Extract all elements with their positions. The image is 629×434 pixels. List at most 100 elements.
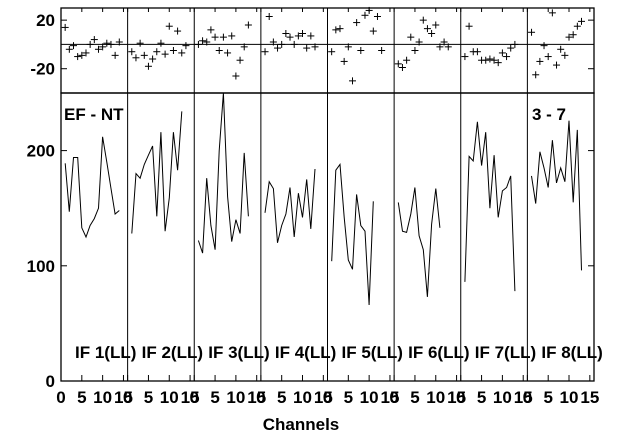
- x-tick-label: 0: [190, 388, 199, 407]
- phase-point: [473, 48, 481, 56]
- amplitude-line: [331, 163, 374, 306]
- phase-point: [144, 62, 152, 70]
- x-tick-label: 10: [93, 388, 112, 407]
- phase-point: [90, 36, 98, 44]
- phase-point: [178, 49, 186, 57]
- phase-point: [403, 56, 411, 64]
- phase-point: [111, 51, 119, 59]
- phase-point: [265, 13, 273, 20]
- phase-point: [69, 42, 77, 50]
- phase-point: [207, 26, 215, 34]
- phase-point: [78, 51, 86, 59]
- x-tick-label: 15: [247, 388, 266, 407]
- phase-point: [203, 38, 211, 46]
- if-label: IF 8(LL): [541, 343, 602, 362]
- x-tick-label: 10: [160, 388, 179, 407]
- phase-point: [419, 16, 427, 24]
- phase-point: [565, 33, 573, 41]
- phase-point: [486, 55, 494, 63]
- data-marks: [61, 6, 586, 306]
- phase-point: [65, 45, 73, 53]
- phase-point: [511, 40, 519, 48]
- phase-point: [336, 25, 344, 33]
- phase-point: [278, 40, 286, 48]
- amplitude-line: [131, 111, 183, 234]
- phase-point: [199, 37, 207, 45]
- phase-point: [369, 27, 377, 35]
- phase-point: [132, 54, 140, 62]
- if-label: IF 3(LL): [208, 343, 269, 362]
- phase-point: [553, 61, 561, 69]
- if-label: IF 4(LL): [275, 343, 336, 362]
- phase-point: [340, 57, 348, 65]
- phase-point: [540, 42, 548, 50]
- phase-point: [423, 25, 431, 33]
- amplitude-line: [197, 92, 249, 254]
- plot-frames: [60, 7, 595, 382]
- amp-y-tick-label: 100: [27, 257, 55, 276]
- phase-point: [136, 39, 144, 47]
- phase-point: [415, 38, 423, 46]
- phase-point: [573, 22, 581, 30]
- phase-point: [219, 33, 227, 41]
- x-tick-label: 10: [493, 388, 512, 407]
- phase-point: [357, 47, 365, 54]
- phase-point: [482, 56, 490, 64]
- amp-y-tick-label: 0: [46, 372, 55, 391]
- phase-point: [311, 43, 319, 51]
- x-tick-label: 0: [456, 388, 465, 407]
- x-tick-label: 15: [447, 388, 466, 407]
- phase-point: [332, 26, 340, 34]
- phase-point: [286, 33, 294, 41]
- x-tick-label: 0: [123, 388, 132, 407]
- phase-point: [544, 53, 552, 61]
- phase-point: [548, 9, 556, 17]
- phase-point: [74, 53, 82, 61]
- phase-point: [269, 38, 277, 46]
- phase-point: [436, 43, 444, 51]
- phase-point: [494, 59, 502, 67]
- x-tick-label: 5: [277, 388, 286, 407]
- phase-point: [128, 48, 136, 56]
- phase-point: [182, 42, 190, 50]
- phase-point: [165, 22, 173, 30]
- if-label: IF 2(LL): [142, 343, 203, 362]
- x-tick-label: 0: [323, 388, 332, 407]
- phase-point: [211, 33, 219, 41]
- x-tick-label: 5: [210, 388, 219, 407]
- phase-point: [157, 39, 165, 47]
- phase-point: [99, 43, 107, 51]
- phase-point: [411, 47, 419, 54]
- x-tick-label: 5: [344, 388, 353, 407]
- x-tick-label: 10: [360, 388, 379, 407]
- phase-point: [303, 44, 311, 52]
- phase-point: [61, 23, 69, 31]
- phase-y-tick-label: 20: [36, 11, 55, 30]
- phase-point: [174, 27, 182, 35]
- phase-point: [465, 22, 473, 30]
- phase-point: [398, 64, 406, 71]
- phase-point: [561, 51, 569, 59]
- x-tick-label: 5: [144, 388, 153, 407]
- phase-point: [432, 21, 440, 29]
- phase-point: [353, 19, 361, 27]
- phase-point: [299, 30, 307, 37]
- if-label: IF 5(LL): [342, 343, 403, 362]
- x-tick-label: 15: [514, 388, 533, 407]
- phase-point: [394, 60, 402, 68]
- phase-point: [361, 11, 369, 19]
- phase-point: [290, 40, 298, 48]
- phase-point: [161, 50, 169, 58]
- amp-y-tick-label: 200: [27, 142, 55, 161]
- phase-point: [444, 43, 452, 51]
- x-tick-label: 10: [293, 388, 312, 407]
- phase-point: [461, 53, 469, 61]
- phase-point: [373, 13, 381, 20]
- phase-point: [224, 49, 232, 57]
- phase-point: [532, 71, 540, 79]
- phase-point: [261, 48, 269, 56]
- x-tick-label: 0: [56, 388, 65, 407]
- amplitude-line: [531, 120, 582, 271]
